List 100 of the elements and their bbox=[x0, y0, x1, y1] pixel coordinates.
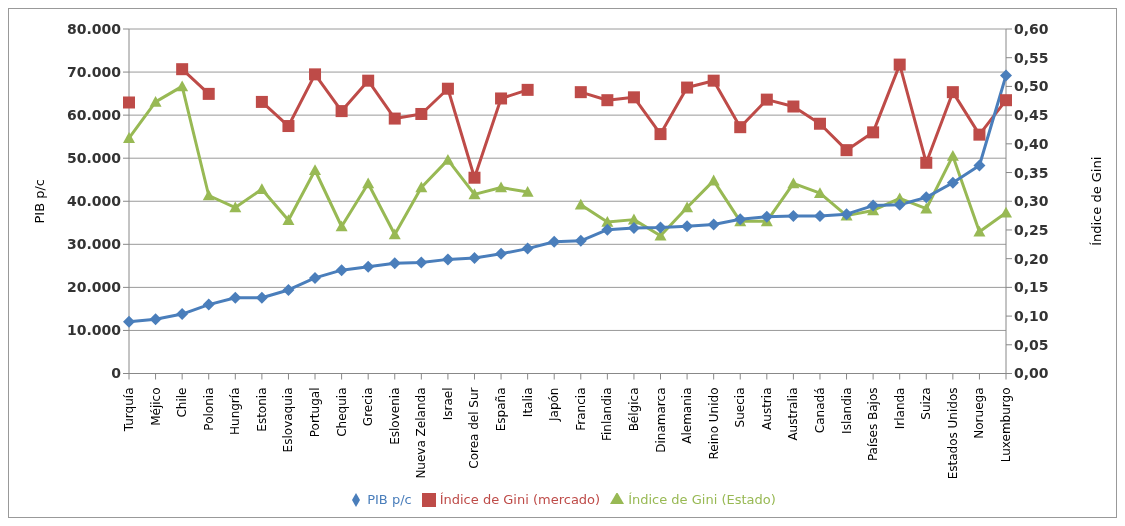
point bbox=[734, 121, 747, 134]
point bbox=[813, 187, 826, 199]
point bbox=[760, 210, 773, 223]
x-tick-label: Nueva Zelanda bbox=[414, 387, 429, 479]
x-tick-label: Luxemburgo bbox=[999, 387, 1013, 463]
point bbox=[920, 191, 933, 204]
y-tick-label: 0 bbox=[111, 365, 122, 382]
point bbox=[309, 271, 322, 284]
point bbox=[282, 283, 295, 296]
x-tick-label: Corea del Sur bbox=[467, 387, 482, 469]
x-tick-label: Chile bbox=[175, 387, 190, 418]
point bbox=[388, 228, 401, 240]
x-tick-label: Noruega bbox=[972, 387, 987, 439]
point bbox=[255, 95, 268, 108]
point bbox=[920, 156, 933, 169]
y2-tick-label: 0,55 bbox=[1014, 49, 1049, 66]
point bbox=[229, 291, 242, 304]
point bbox=[123, 132, 135, 143]
point bbox=[495, 92, 508, 105]
point bbox=[229, 201, 242, 213]
point bbox=[973, 225, 986, 237]
point bbox=[149, 95, 162, 107]
point bbox=[388, 257, 401, 270]
point bbox=[601, 94, 614, 107]
x-tick-label: Italia bbox=[520, 387, 535, 418]
point bbox=[787, 209, 800, 222]
y2-tick-label: 0,25 bbox=[1014, 221, 1049, 238]
point bbox=[123, 96, 135, 109]
point bbox=[495, 247, 508, 260]
x-tick-label: Hungría bbox=[228, 387, 243, 435]
y-tick-label: 20.000 bbox=[66, 279, 122, 296]
x-tick-label: Bélgica bbox=[626, 387, 641, 432]
y2-tick-label: 0,15 bbox=[1014, 279, 1049, 296]
x-tick-label: Suecia bbox=[733, 387, 748, 428]
y-tick-label: 80.000 bbox=[66, 20, 122, 37]
point bbox=[335, 105, 348, 118]
point bbox=[415, 256, 428, 269]
legend-label: Índice de Gini (mercado) bbox=[439, 491, 601, 507]
x-tick-label: Francia bbox=[573, 387, 588, 431]
point bbox=[521, 186, 534, 197]
point bbox=[335, 220, 348, 232]
y2-tick-label: 0,10 bbox=[1014, 308, 1049, 325]
x-tick-label: Portugal bbox=[308, 387, 323, 438]
x-tick-label: Suiza bbox=[919, 387, 934, 420]
point bbox=[627, 91, 640, 104]
x-tick-label: Grecia bbox=[361, 387, 376, 427]
point bbox=[654, 221, 667, 234]
point bbox=[176, 80, 189, 92]
point bbox=[282, 214, 295, 225]
point bbox=[335, 264, 348, 277]
y-tick-label: 10.000 bbox=[66, 322, 122, 339]
point bbox=[973, 159, 986, 172]
point bbox=[176, 63, 189, 76]
point bbox=[787, 100, 800, 113]
point bbox=[574, 86, 587, 99]
y2-tick-label: 0,20 bbox=[1014, 250, 1049, 267]
point bbox=[813, 117, 826, 130]
point bbox=[441, 153, 454, 165]
point bbox=[946, 176, 959, 189]
x-tick-label: Polonia bbox=[201, 387, 216, 431]
point bbox=[495, 181, 508, 193]
point bbox=[388, 112, 401, 125]
legend-label: PIB p/c bbox=[367, 491, 412, 507]
point bbox=[521, 242, 534, 255]
x-tick-label: Islandia bbox=[839, 387, 854, 434]
point bbox=[1000, 94, 1012, 107]
point bbox=[441, 82, 454, 95]
y2-tick-label: 0,05 bbox=[1014, 336, 1049, 353]
point bbox=[202, 189, 215, 201]
point bbox=[920, 202, 933, 214]
x-tick-label: Canadá bbox=[812, 387, 827, 434]
point bbox=[760, 93, 773, 106]
point bbox=[707, 74, 720, 87]
point bbox=[681, 201, 694, 213]
y2-tick-label: 0,30 bbox=[1014, 193, 1049, 210]
y-tick-label: 40.000 bbox=[66, 193, 122, 210]
point bbox=[946, 149, 959, 161]
point bbox=[893, 58, 906, 71]
point bbox=[1000, 206, 1012, 218]
point bbox=[707, 174, 720, 186]
y-tick-label: 60.000 bbox=[66, 107, 122, 124]
point bbox=[840, 144, 853, 157]
point bbox=[149, 313, 162, 326]
point bbox=[787, 177, 800, 189]
point bbox=[574, 234, 587, 247]
y-axis-title: PIB p/c bbox=[31, 178, 47, 224]
point bbox=[362, 260, 375, 273]
point bbox=[468, 252, 481, 265]
y-tick-label: 30.000 bbox=[66, 236, 122, 253]
point bbox=[176, 308, 189, 321]
x-tick-label: Dinamarca bbox=[653, 387, 668, 453]
point bbox=[521, 83, 534, 96]
x-tick-label: Finlandia bbox=[600, 387, 615, 442]
point bbox=[441, 253, 454, 266]
point bbox=[654, 128, 667, 141]
y2-axis-title: Índice de Gini bbox=[1088, 156, 1104, 246]
x-tick-label: Alemania bbox=[680, 387, 695, 444]
point bbox=[867, 126, 880, 139]
x-tick-label: Israel bbox=[440, 387, 455, 421]
x-tick-label: Estados Unidos bbox=[945, 387, 960, 480]
